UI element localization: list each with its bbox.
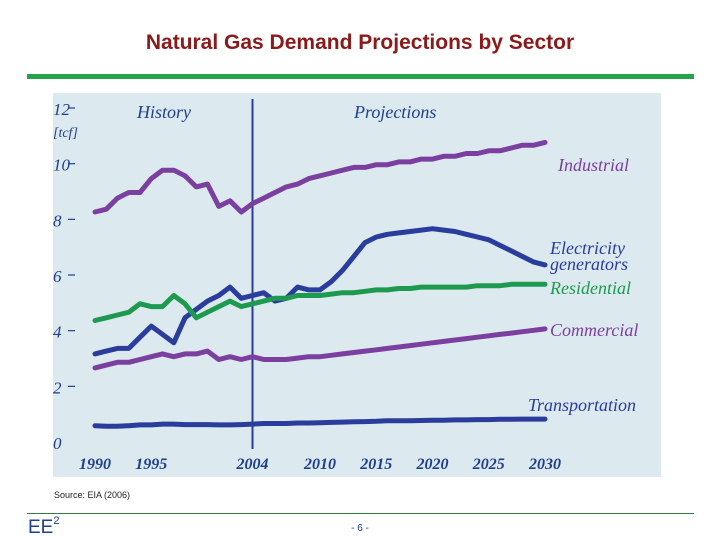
x-tick-label: 1990 (79, 456, 111, 473)
y-tick-label: 6 (53, 267, 62, 286)
series-line-industrial (92, 139, 548, 215)
series-label-residential: Residential (549, 278, 631, 298)
series-label-electricity: Electricity (549, 238, 625, 258)
x-tick-label: 2004 (236, 456, 269, 473)
x-tick-label: 2015 (359, 456, 392, 473)
series-line-residential (92, 281, 548, 323)
title-divider (27, 74, 694, 79)
y-tick-label: 2 (53, 378, 62, 397)
series-label-transportation: Transportation (528, 395, 636, 415)
series-line-electricity (92, 226, 548, 357)
chart-container: [tcf] History Projections 0 2 4 6 8 10 12 1990… (53, 93, 661, 477)
y-tick-label: 4 (53, 323, 62, 342)
y-tick-label: 12 (53, 100, 71, 119)
x-tick-label: 2010 (303, 456, 336, 473)
history-label: History (136, 102, 191, 122)
plot-background (53, 93, 661, 477)
x-axis: 1990 1995 2004 2010 2015 2020 2025 2030 (79, 456, 561, 473)
logo-text: EE (28, 517, 54, 538)
page-number: - 6 - (351, 523, 369, 534)
x-tick-label: 2030 (528, 456, 561, 473)
y-tick-label: 10 (53, 156, 71, 175)
series-line-transportation (92, 416, 548, 429)
series-label-commercial: Commercial (550, 320, 638, 340)
ee2-logo: EE2 (28, 515, 60, 539)
series-lines (92, 139, 548, 429)
series-line-commercial (92, 326, 548, 371)
y-tick-label: 0 (53, 434, 62, 453)
series-label-electricity: generators (550, 254, 628, 274)
y-tick-label: 8 (53, 211, 62, 230)
series-label-industrial: Industrial (557, 155, 629, 175)
x-tick-label: 1995 (135, 456, 167, 473)
x-tick-label: 2025 (472, 456, 505, 473)
page-title: Natural Gas Demand Projections by Sector (145, 31, 575, 54)
source-note: Source: EIA (2006) (54, 490, 131, 500)
footer-divider (27, 513, 694, 514)
gas-demand-chart: [tcf] History Projections 0 2 4 6 8 10 12 1990… (53, 93, 661, 477)
x-tick-label: 2020 (416, 456, 449, 473)
projections-label: Projections (353, 102, 436, 122)
logo-superscript: 2 (53, 515, 60, 527)
y-axis: 0 2 4 6 8 10 12 (53, 100, 75, 453)
y-unit-label: [tcf] (53, 126, 78, 141)
